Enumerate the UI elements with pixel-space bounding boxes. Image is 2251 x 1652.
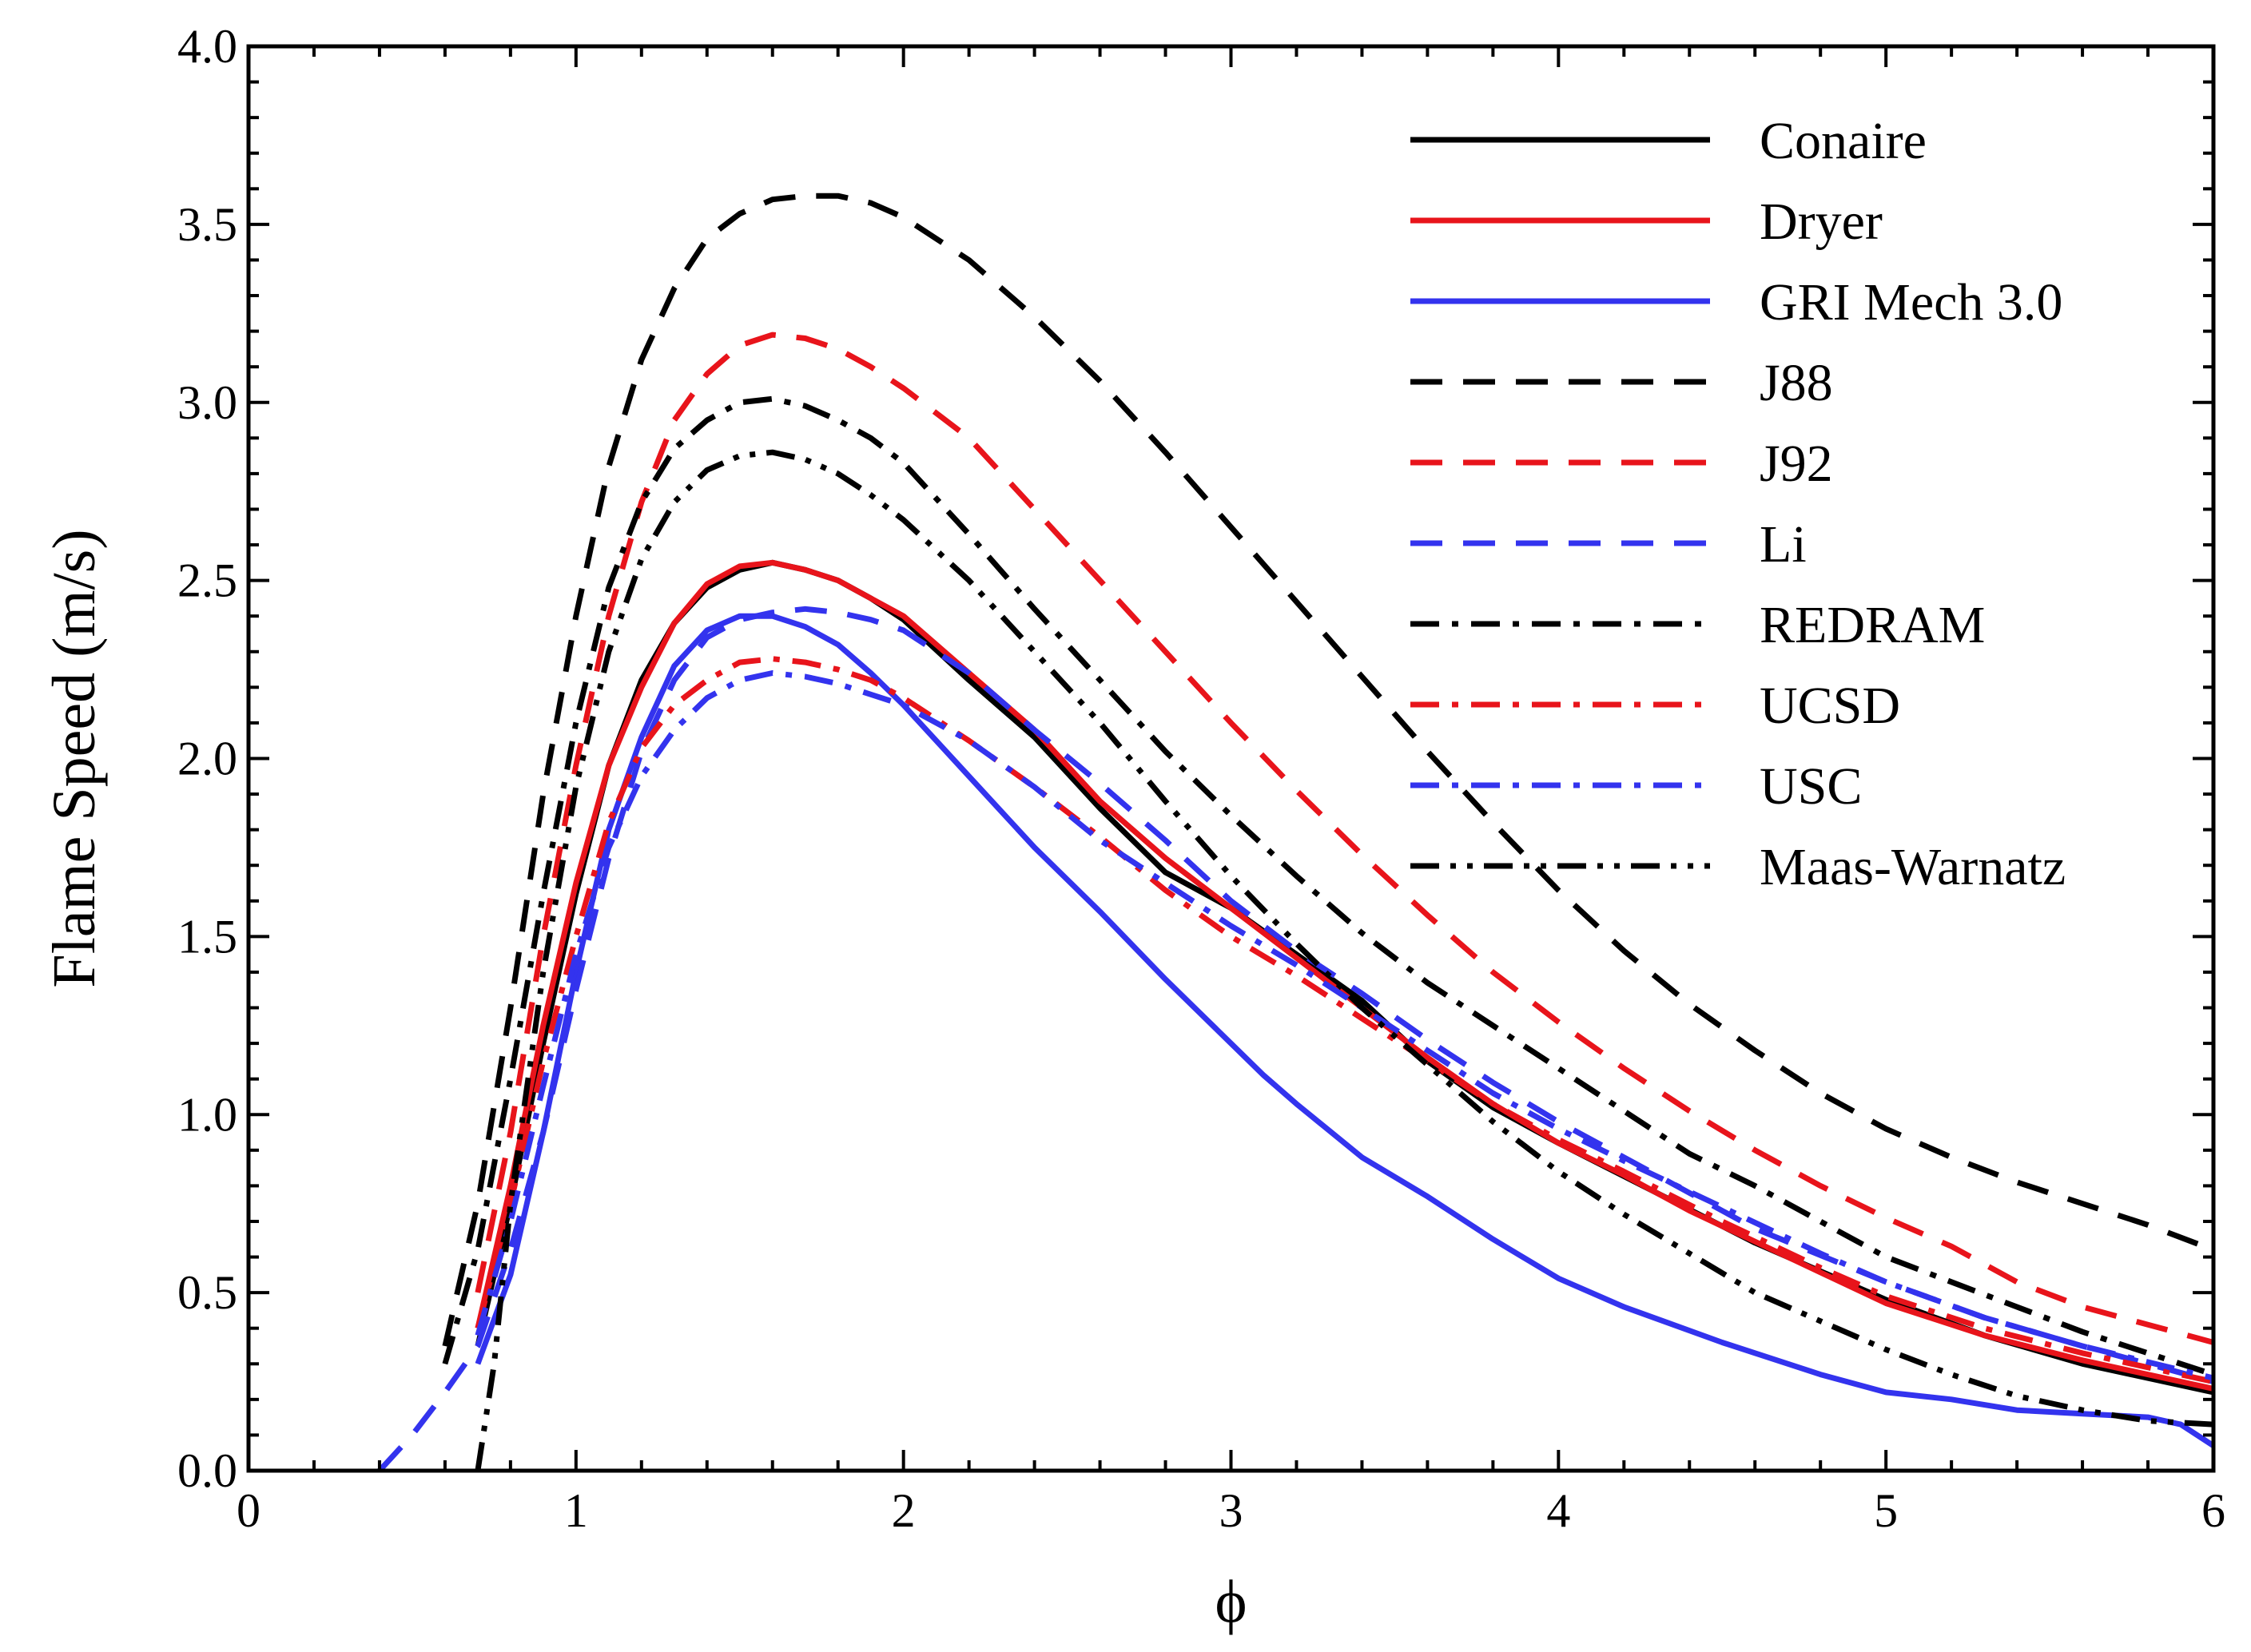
series-line-conaire — [475, 559, 2213, 1396]
legend-label: J92 — [1760, 435, 1833, 493]
y-tick-label: 0.0 — [177, 1444, 237, 1497]
series-line-redram — [442, 395, 2213, 1377]
legend-label: J88 — [1760, 354, 1833, 412]
y-tick-label: 1.0 — [177, 1088, 237, 1141]
series-line-ucsd — [475, 656, 2213, 1385]
ticks-layer: 0 1 2 3 4 5 6 0.0 0.5 1.0 1.5 2.0 2.5 3.0 3.5 4.0 — [177, 20, 2225, 1537]
x-tick-label: 4 — [1546, 1484, 1570, 1537]
series-line-maas-warnatz — [475, 449, 2213, 1471]
x-tick-label: 5 — [1874, 1484, 1898, 1537]
series-line-j92 — [475, 332, 2213, 1345]
y-tick-label: 4.0 — [177, 20, 237, 73]
x-tick-label: 3 — [1219, 1484, 1243, 1537]
legend-label: Li — [1760, 515, 1807, 574]
legend-label: GRI Mech 3.0 — [1760, 273, 2062, 332]
legend-label: Maas-Warnatz — [1760, 838, 2066, 896]
legend-label: USC — [1760, 757, 1862, 816]
legend-label: REDRAM — [1760, 596, 1985, 654]
y-tick-label: 2.0 — [177, 733, 237, 785]
x-axis-title: ϕ — [1215, 1568, 1247, 1635]
y-tick-label: 0.5 — [177, 1266, 237, 1319]
y-tick-label: 3.5 — [177, 198, 237, 251]
legend: Conaire Dryer GRI Mech 3.0 J88 J92 Li REDRAM UC… — [1410, 112, 2066, 896]
y-axis-title: Flame Speed (m/s) — [41, 529, 108, 987]
x-tick-label: 6 — [2201, 1484, 2225, 1537]
series-line-j88 — [442, 193, 2213, 1347]
y-tick-label: 2.5 — [177, 554, 237, 607]
y-tick-label: 1.5 — [177, 910, 237, 963]
x-tick-label: 1 — [564, 1484, 588, 1537]
axes-layer — [246, 44, 2216, 1473]
plot-frame — [246, 44, 2216, 1473]
series-line-li — [377, 606, 2213, 1471]
legend-label: Conaire — [1760, 112, 1927, 170]
x-tick-label: 2 — [892, 1484, 916, 1537]
legend-label: UCSD — [1760, 677, 1900, 735]
series-line-dryer — [475, 559, 2213, 1392]
series-line-gri-mech-3-0 — [475, 613, 2213, 1448]
y-tick-label: 3.0 — [177, 376, 237, 429]
x-tick-label: 0 — [237, 1484, 260, 1537]
series-layer — [377, 193, 2213, 1471]
series-line-usc — [475, 670, 2213, 1381]
legend-label: Dryer — [1760, 193, 1883, 251]
